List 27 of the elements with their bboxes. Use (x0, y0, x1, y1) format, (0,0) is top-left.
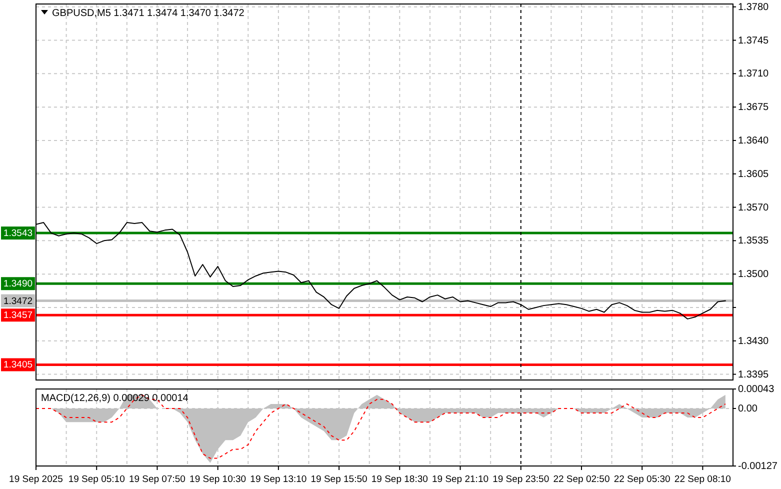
y-tick-label: 1.3570 (738, 202, 770, 213)
x-tick-label: 19 Sep 10:30 (190, 474, 246, 484)
x-tick-label: 19 Sep 2025 (9, 474, 63, 484)
x-tick-label: 19 Sep 23:50 (492, 474, 550, 484)
x-tick-label: 19 Sep 05:10 (68, 474, 125, 484)
y-tick-label: 1.3675 (738, 102, 770, 113)
x-tick-label: 22 Sep 08:10 (674, 474, 731, 484)
chart-title: GBPUSD,M5 1.3471 1.3474 1.3470 1.3472 (52, 8, 245, 18)
y-tick-label: 1.3500 (738, 268, 770, 280)
y-tick-label: 1.3535 (738, 235, 770, 246)
x-tick-label: 22 Sep 05:30 (614, 474, 670, 484)
y-tick-label: 1.3640 (738, 134, 770, 146)
x-tick-label: 19 Sep 15:50 (310, 474, 368, 484)
y-tick-label: 1.3605 (738, 168, 770, 180)
x-tick-label: 19 Sep 07:50 (128, 474, 186, 484)
y-tick-label: 1.3710 (738, 68, 770, 80)
y-tick-label: 0.00043 (738, 384, 775, 394)
y-tick-label: 1.3780 (738, 1, 770, 12)
y-tick-label: 1.3395 (738, 368, 770, 380)
y-tick-label: 0.00 (738, 402, 758, 414)
x-tick-label: 19 Sep 21:10 (432, 474, 489, 484)
y-tick-label: -0.00127 (738, 460, 778, 472)
y-tick-label: 1.3745 (738, 34, 770, 46)
y-tick-label: 1.3430 (738, 335, 770, 346)
x-tick-label: 22 Sep 02:50 (553, 474, 610, 484)
x-tick-label: 19 Sep 13:10 (250, 474, 307, 484)
x-tick-label: 19 Sep 18:30 (371, 474, 428, 484)
